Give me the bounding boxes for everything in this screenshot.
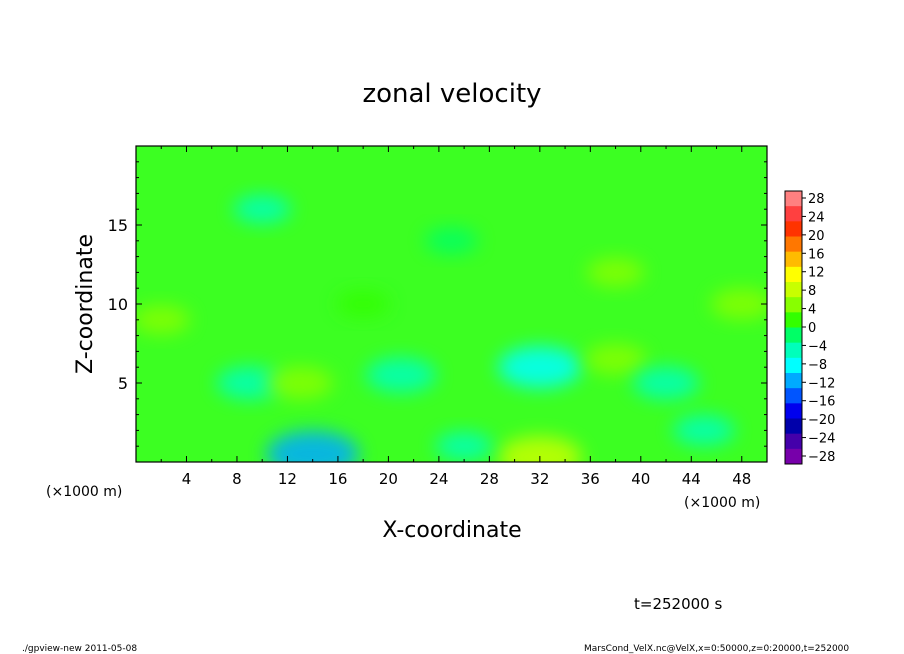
field-feature: [233, 194, 291, 224]
x-tick-label: 8: [232, 470, 242, 488]
colorbar-label: 8: [808, 284, 816, 299]
colorbar-label: −12: [808, 376, 835, 391]
colorbar-swatch: [785, 373, 802, 389]
field-feature: [365, 357, 437, 393]
colorbar-label: −16: [808, 395, 835, 410]
colorbar-swatch: [785, 327, 802, 344]
colorbar-swatch: [785, 236, 802, 253]
field-feature: [424, 227, 479, 255]
colorbar-swatch: [785, 388, 802, 404]
velocity-field: [136, 146, 767, 462]
field-feature: [266, 366, 334, 400]
colorbar-swatch: [785, 221, 802, 237]
colorbar-swatch: [785, 251, 802, 268]
colorbar-swatch: [785, 403, 802, 419]
x-tick-label: 28: [480, 470, 499, 488]
colorbar-swatch: [785, 266, 802, 283]
footer-right: MarsCond_VelX.nc@VelX,x=0:50000,z=0:2000…: [584, 644, 849, 654]
colorbar-swatch: [785, 448, 802, 465]
x-unit-right: (×1000 m): [684, 495, 760, 511]
colorbar-label: 24: [808, 210, 825, 225]
field-feature: [497, 346, 582, 389]
colorbar-label: 16: [808, 247, 825, 262]
field-feature: [710, 288, 767, 320]
y-tick-label: 10: [108, 295, 128, 314]
colorbar-label: 12: [808, 266, 825, 281]
colorbar-swatch: [785, 357, 802, 374]
y-axis-label: Z-coordinate: [73, 234, 98, 374]
field-feature: [497, 436, 582, 462]
colorbar-label: −8: [808, 358, 827, 373]
colorbar-swatch: [785, 191, 802, 207]
x-tick-label: 40: [631, 470, 650, 488]
y-tick-label: 15: [108, 216, 128, 235]
colorbar-swatch: [785, 312, 802, 328]
y-axis: 5 10 15: [108, 161, 767, 447]
x-tick-label: 12: [278, 470, 297, 488]
x-tick-label: 36: [581, 470, 600, 488]
colorbar-swatch: [785, 206, 802, 222]
colorbar-label: −24: [808, 432, 835, 447]
field-feature: [266, 430, 360, 462]
field-feature: [632, 366, 700, 400]
footer-left: ./gpview-new 2011-05-08: [22, 644, 137, 654]
x-tick-label: 20: [379, 470, 398, 488]
field-feature: [216, 366, 283, 400]
colorbar-swatch: [785, 433, 802, 450]
x-axis: 4 8 12 16 20 24 28 32 36 40 44 48: [160, 146, 751, 488]
field-feature: [336, 290, 390, 318]
x-tick-label: 24: [429, 470, 448, 488]
colorbar-label: 4: [808, 303, 816, 318]
field-feature: [136, 305, 191, 335]
chart-title: zonal velocity: [362, 79, 541, 109]
colorbar-label: −20: [808, 413, 835, 428]
x-tick-label: 48: [732, 470, 751, 488]
x-axis-label: X-coordinate: [382, 518, 521, 543]
field-feature: [435, 431, 493, 461]
x-tick-label: 44: [682, 470, 701, 488]
y-tick-label: 5: [118, 374, 128, 393]
colorbar-label: −4: [808, 339, 827, 354]
colorbar: 28 24 20 16 12 8 4 0 −4 −8 −12 −16 −20 −24 −28: [784, 190, 835, 465]
colorbar-swatch: [785, 282, 802, 298]
colorbar-swatch: [785, 342, 802, 359]
time-label: t=252000 s: [634, 595, 722, 613]
x-tick-label: 4: [182, 470, 192, 488]
colorbar-swatch: [785, 297, 802, 313]
field-feature: [586, 258, 645, 287]
field-feature: [672, 414, 735, 446]
field-feature: [584, 343, 647, 375]
field-background: [136, 146, 767, 462]
colorbar-label: 20: [808, 229, 825, 244]
colorbar-swatch: [785, 418, 802, 435]
colorbar-label: 28: [808, 192, 825, 207]
colorbar-label: 0: [808, 321, 816, 336]
x-tick-label: 16: [328, 470, 347, 488]
colorbar-label: −28: [808, 450, 835, 465]
x-tick-label: 32: [530, 470, 549, 488]
x-unit-left: (×1000 m): [46, 484, 122, 500]
